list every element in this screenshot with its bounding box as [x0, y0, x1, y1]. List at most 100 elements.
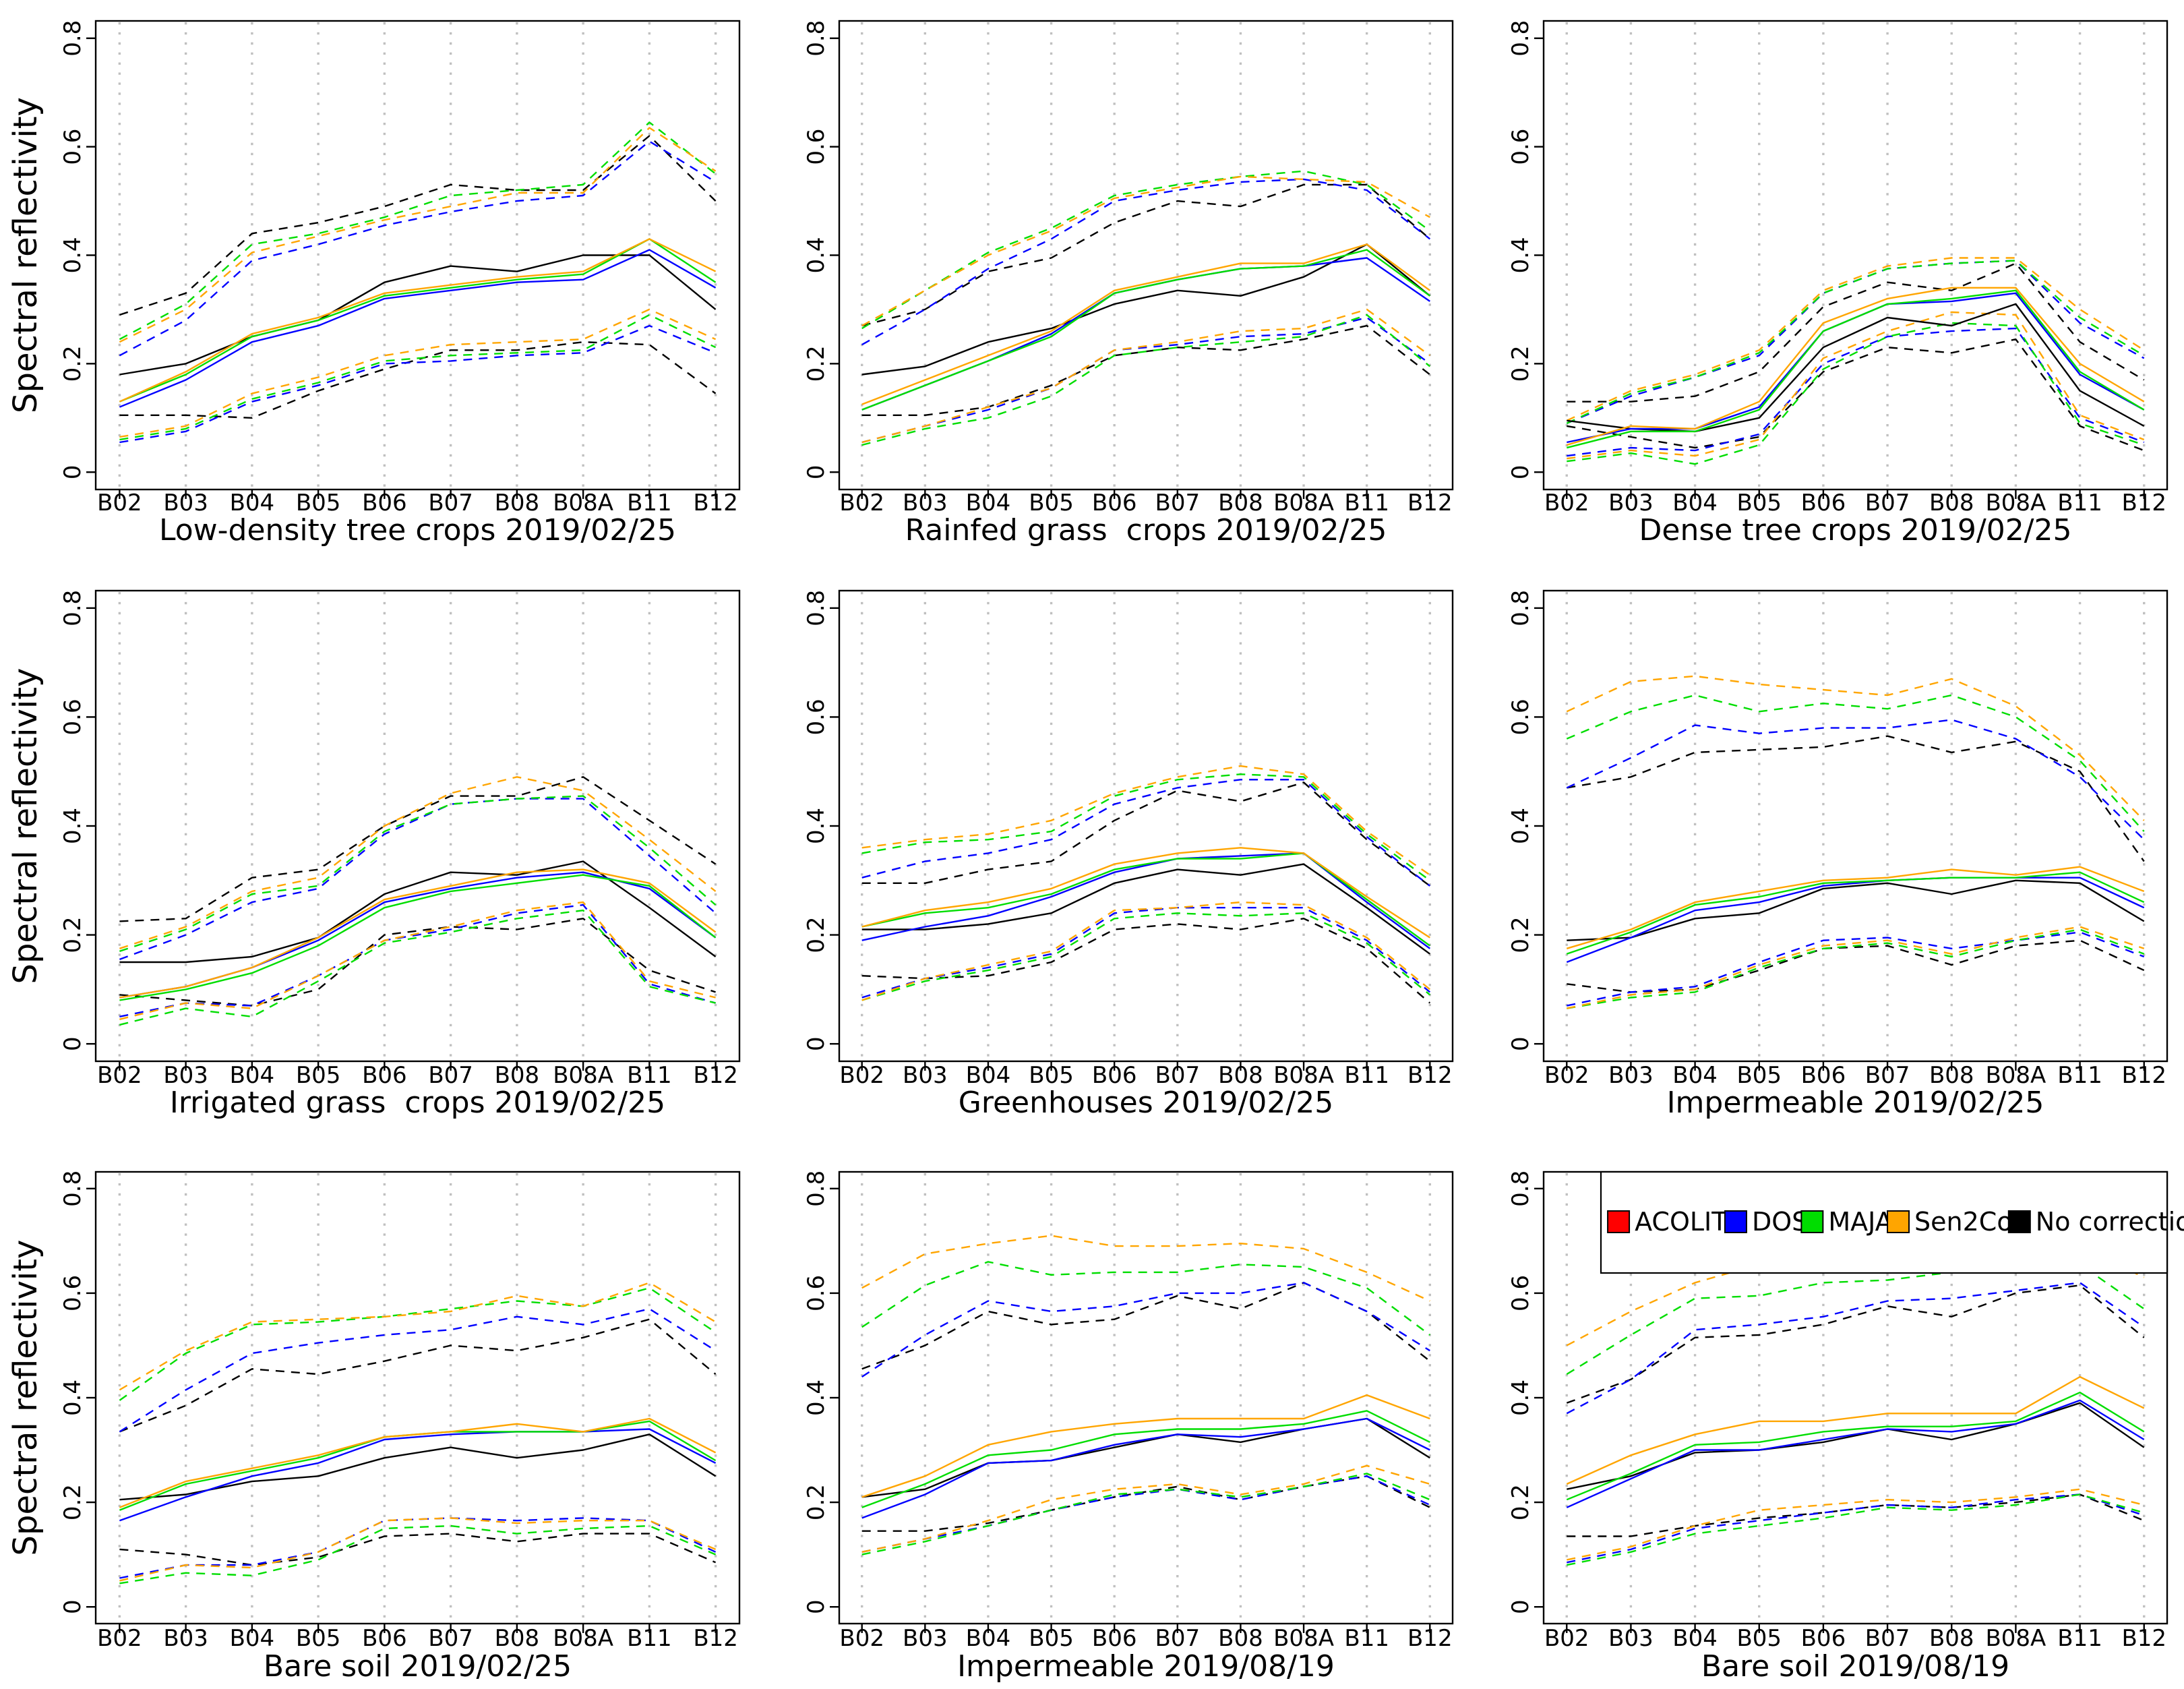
- band-label: B04: [1672, 1625, 1718, 1652]
- chart-title: Bare soil 2019/08/19: [1701, 1649, 2009, 1684]
- series-line-dos-mean: [861, 1417, 1430, 1519]
- legend-swatch-dos: [1724, 1210, 1747, 1233]
- band-label: B05: [296, 490, 341, 516]
- y-tick-label: 0.2: [1507, 345, 1534, 382]
- series-line-sen2cor-mean: [119, 238, 717, 403]
- series-line-dos--1sd: [861, 1475, 1430, 1553]
- legend-swatch-sen2cor: [1887, 1210, 1910, 1233]
- band-label: B08: [1929, 1062, 1974, 1089]
- band-label: B05: [1736, 1625, 1782, 1652]
- band-label: B03: [163, 1062, 208, 1089]
- series-line-no-correction-+1sd: [119, 1318, 717, 1433]
- series-line-no-correction-mean: [861, 1417, 1430, 1498]
- series-line-maja-+1sd: [861, 170, 1431, 330]
- series-line-maja-+1sd: [1566, 260, 2145, 424]
- band-label: B12: [2121, 1625, 2166, 1652]
- y-tick-label: 0.6: [59, 699, 86, 735]
- band-label: B07: [1865, 490, 1910, 516]
- series-line-dos-+1sd: [119, 798, 717, 961]
- y-tick-label: 0.8: [59, 590, 86, 626]
- chart-title: Impermeable 2019/08/19: [957, 1649, 1335, 1684]
- series-line-no-correction-mean: [1567, 1402, 2145, 1490]
- series-line-maja-mean: [119, 874, 717, 1001]
- plot-border: [838, 20, 1454, 491]
- band-label: B12: [693, 1062, 738, 1089]
- series-line-maja-+1sd: [119, 795, 717, 952]
- y-tick-label: 0.2: [1507, 917, 1534, 953]
- band-label: B02: [97, 1625, 142, 1652]
- band-label: B07: [428, 1625, 473, 1652]
- series-line-dos--1sd: [1567, 327, 2145, 457]
- y-tick-label: 0.8: [803, 590, 830, 626]
- band-label: B07: [1865, 1062, 1910, 1089]
- band-label: B08A: [1985, 1062, 2046, 1089]
- y-tick-label: 0.6: [803, 1275, 830, 1311]
- series-line-sen2cor-+1sd: [119, 776, 717, 949]
- series-line-maja--1sd: [119, 910, 716, 1026]
- band-label: B06: [1801, 490, 1846, 516]
- series-line-sen2cor--1sd: [1567, 311, 2145, 460]
- y-tick-label: 0.2: [803, 345, 830, 382]
- series-line-dos-+1sd: [861, 779, 1431, 887]
- plot-border: [1542, 589, 2168, 1063]
- series-line-no-correction-mean: [1567, 879, 2145, 941]
- series-line-sen2cor-mean: [119, 1417, 717, 1508]
- series-line-sen2cor--1sd: [119, 308, 717, 438]
- band-label: B12: [2121, 1062, 2166, 1089]
- legend-label: MAJA: [1828, 1207, 1892, 1237]
- series-line-dos-+1sd: [1566, 719, 2145, 841]
- series-line-maja-+1sd: [1566, 1264, 2145, 1375]
- series-line-dos--1sd: [119, 903, 716, 1017]
- chart-title: Bare soil 2019/02/25: [264, 1649, 572, 1684]
- y-tick-label: 0.8: [59, 1171, 86, 1207]
- series-line-no-correction-+1sd: [861, 1282, 1431, 1370]
- series-line-no-correction-+1sd: [119, 135, 717, 316]
- band-label: B12: [1407, 1062, 1453, 1089]
- y-tick-label: 0.2: [1507, 1484, 1534, 1520]
- plot-border: [94, 1171, 741, 1625]
- band-label: B11: [1344, 1062, 1389, 1089]
- y-tick-label: 0.4: [1507, 1380, 1534, 1416]
- series-line-dos-mean: [1566, 877, 2145, 964]
- band-label: B11: [627, 1062, 672, 1089]
- series-line-sen2cor--1sd: [119, 901, 716, 1020]
- y-axis-title: Spectral reflectivity: [7, 668, 44, 984]
- chart-title: Rainfed grass crops 2019/02/25: [905, 513, 1387, 547]
- band-label: B08: [1218, 490, 1263, 516]
- series-line-dos-+1sd: [119, 140, 717, 357]
- band-label: B08: [1218, 1625, 1263, 1652]
- band-label: B02: [1544, 490, 1589, 516]
- series-line-dos-mean: [119, 249, 717, 408]
- series-line-dos-mean: [861, 852, 1431, 949]
- band-label: B05: [1736, 490, 1782, 516]
- y-tick-label: 0.2: [803, 1484, 830, 1520]
- series-line-sen2cor-+1sd: [1566, 675, 2145, 821]
- band-label: B04: [966, 1062, 1011, 1089]
- y-tick-label: 0.8: [803, 20, 830, 57]
- series-line-dos-mean: [119, 1428, 717, 1522]
- series-line-maja--1sd: [861, 314, 1431, 446]
- series-line-no-correction--1sd: [1567, 1493, 2145, 1537]
- series-line-no-correction-mean: [119, 860, 717, 964]
- series-line-no-correction-+1sd: [1567, 262, 2145, 403]
- chart-title: Irrigated grass crops 2019/02/25: [170, 1086, 665, 1119]
- band-label: B07: [1155, 490, 1201, 516]
- series-line-dos--1sd: [119, 324, 717, 444]
- series-line-maja--1sd: [861, 1473, 1430, 1555]
- band-label: B03: [1608, 1625, 1654, 1652]
- band-label: B12: [1407, 490, 1453, 516]
- series-line-maja-+1sd: [119, 1286, 717, 1401]
- series-line-maja-mean: [1566, 1392, 2145, 1501]
- series-line-no-correction-+1sd: [1566, 1284, 2145, 1404]
- series-line-no-correction-+1sd: [119, 776, 717, 922]
- band-label: B02: [839, 490, 884, 516]
- band-label: B06: [1801, 1062, 1846, 1089]
- band-label: B08: [1929, 1625, 1974, 1652]
- chart-svg-greenhouses: 0 0.2 0.4 0.6 0.8 B02 B03 B04 B05 B06 B07 B08 B08A B1…: [803, 589, 1454, 1119]
- series-line-sen2cor--1sd: [861, 308, 1431, 444]
- band-label: B07: [1155, 1625, 1201, 1652]
- legend-label: No correction: [2036, 1207, 2184, 1237]
- y-tick-label: 0: [1507, 1599, 1534, 1614]
- band-label: B07: [428, 490, 473, 516]
- band-label: B02: [839, 1062, 884, 1089]
